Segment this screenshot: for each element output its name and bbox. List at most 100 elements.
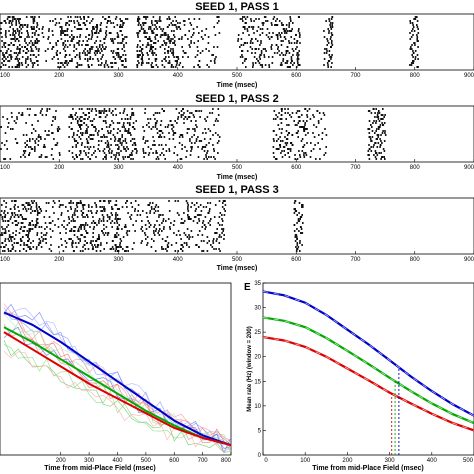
spike-mark [50,236,52,238]
spike-mark [155,58,158,60]
spike-mark [39,242,42,244]
spike-mark [317,122,320,124]
spike-mark [167,126,169,128]
spike-mark [281,108,283,110]
spike-mark [285,118,287,120]
spike-mark [53,56,55,58]
spike-mark [168,60,171,62]
spike-mark [92,28,94,30]
spike-mark [303,128,306,130]
spike-mark [1,226,3,228]
spike-mark [330,56,333,58]
spike-mark [35,114,37,116]
spike-mark [54,24,57,26]
spike-mark [64,54,67,56]
spike-mark [223,214,226,216]
spike-mark [259,44,261,46]
spike-mark [16,224,19,226]
spike-mark [189,218,191,220]
spike-mark [187,210,190,212]
spike-mark [45,234,47,236]
spike-mark [111,62,114,64]
spike-mark [34,142,37,144]
spike-mark [98,130,100,132]
spike-mark [296,236,298,238]
spike-mark [383,140,386,142]
spike-mark [201,226,204,228]
spike-mark [110,212,113,214]
spike-mark [287,50,289,52]
spike-mark [89,134,91,136]
spike-mark [203,138,206,140]
spike-mark [19,48,21,50]
spike-mark [209,220,211,222]
spike-mark [129,216,131,218]
spike-mark [22,218,24,220]
spike-mark [166,18,169,20]
spike-mark [21,26,24,28]
spike-mark [90,240,92,242]
spike-mark [130,218,132,220]
spike-mark [73,158,76,160]
spike-mark [164,32,167,34]
spike-mark [257,48,260,50]
spike-mark [114,138,117,140]
spike-mark [377,118,380,120]
spike-mark [187,206,189,208]
spike-mark [368,144,370,146]
spike-mark [286,30,289,32]
spike-mark [198,218,200,220]
spike-mark [74,16,77,18]
spike-mark [217,222,220,224]
spike-mark [154,122,157,124]
spike-mark [138,22,140,24]
spike-mark [101,136,104,138]
spike-mark [150,46,153,48]
spike-mark [158,224,161,226]
spike-mark [125,246,128,248]
spike-mark [169,18,171,20]
spike-mark [31,26,33,28]
spike-mark [118,208,120,210]
spike-mark [131,144,134,146]
spike-mark [70,30,73,32]
spike-mark [73,22,76,24]
spike-mark [10,238,12,240]
spike-mark [218,136,221,138]
spike-mark [378,152,380,154]
spike-mark [115,212,117,214]
raster-2-title: SEED 1, PASS 2 [195,93,279,105]
spike-mark [144,224,147,226]
spike-mark [325,52,328,54]
spike-mark [207,202,209,204]
spike-mark [171,24,174,26]
spike-mark [86,140,89,142]
spike-mark [198,18,201,20]
spike-mark [36,38,38,40]
spike-mark [330,66,332,68]
x-tick-label: 200 [342,458,353,464]
spike-mark [173,30,175,32]
spike-mark [134,142,136,144]
spike-mark [151,202,154,204]
x-tick-label: 200 [56,458,67,464]
spike-mark [3,158,5,160]
spike-mark [242,16,244,18]
spike-mark [160,120,163,122]
spike-mark [304,134,307,136]
spike-mark [142,136,145,138]
spike-mark [143,22,146,24]
spike-mark [159,36,162,38]
spike-mark [239,18,242,20]
spike-mark [72,108,74,110]
spike-mark [110,112,113,114]
spike-mark [75,146,77,148]
spike-mark [209,112,211,114]
spike-mark [100,210,102,212]
spike-mark [161,248,163,250]
spike-mark [153,28,156,30]
spike-mark [295,234,298,236]
spike-mark [118,152,120,154]
spike-mark [106,22,109,24]
